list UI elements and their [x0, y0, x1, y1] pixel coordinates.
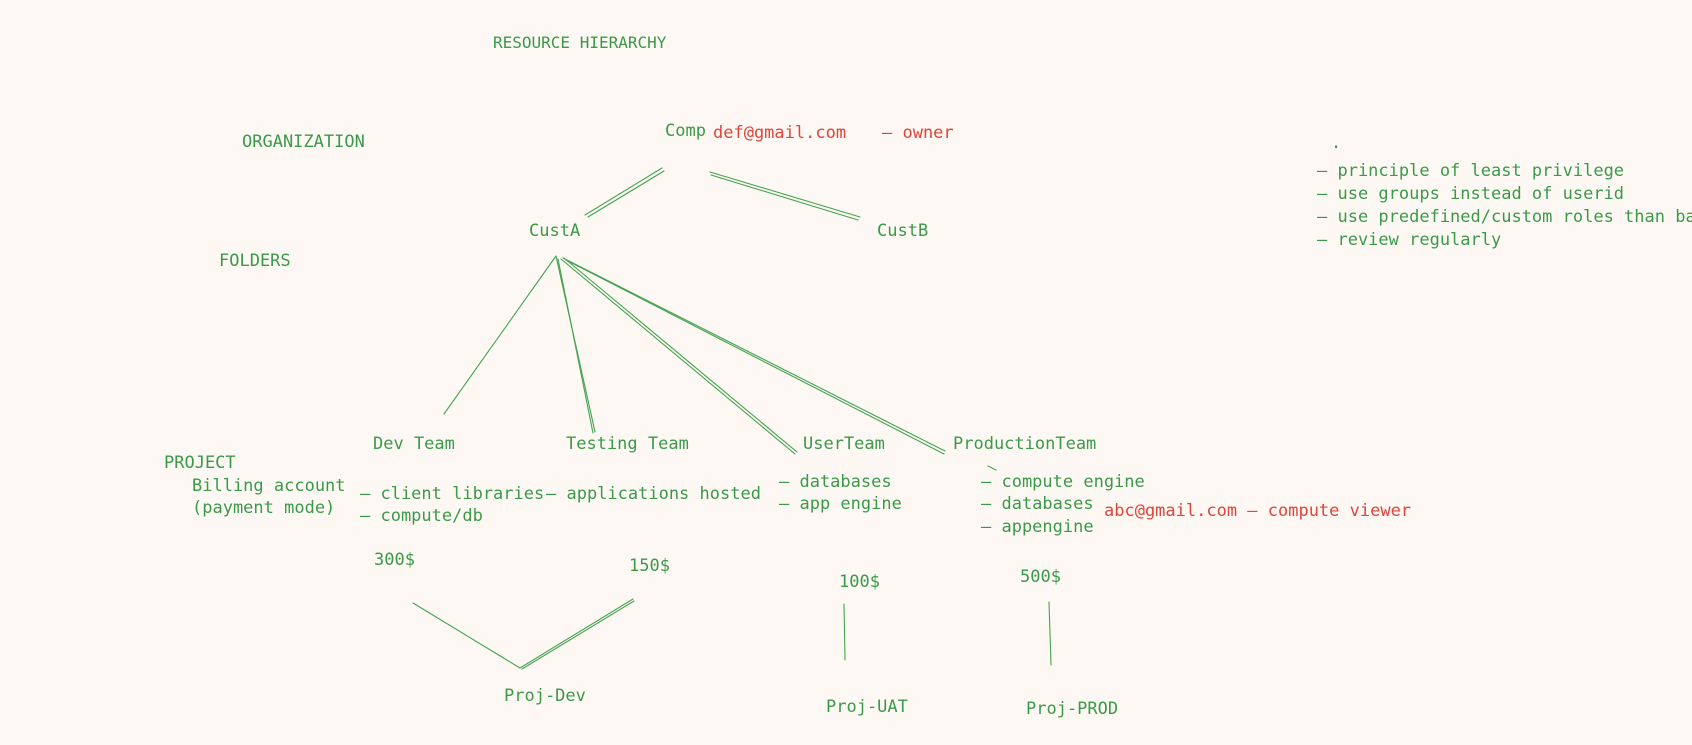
project-node-uat: Proj-UAT: [826, 697, 908, 717]
team-node-user: UserTeam: [803, 434, 885, 454]
connector-comp-custa: [584, 167, 663, 216]
production-note-2: – databases: [981, 494, 1094, 514]
dev-note-1: – client libraries: [360, 484, 545, 504]
user-note-2: – app engine: [779, 494, 902, 514]
team-node-production: ProductionTeam: [953, 434, 1097, 454]
level-label-project: PROJECT: [164, 453, 236, 473]
connector-comp-custb-2: [710, 174, 859, 221]
connector-custa-prod: [562, 257, 946, 452]
connector-testing-projdev: [519, 598, 634, 669]
user-note-1: – databases: [779, 472, 892, 492]
billing-mode-label: (payment mode): [192, 498, 336, 518]
cost-testing: 150$: [629, 556, 670, 576]
dev-note-2: – compute/db: [360, 506, 483, 526]
best-practice-item-4: – review regularly: [1317, 230, 1502, 250]
connector-custa-user: [560, 258, 796, 455]
diagram-title: RESOURCE HIERARCHY: [493, 33, 667, 52]
team-node-dev: Dev Team: [373, 434, 455, 454]
project-node-dev: Proj-Dev: [504, 686, 586, 706]
connector-dev-projdev: [412, 602, 521, 669]
connector-user-projuat: [843, 603, 846, 661]
best-practice-item-3: – use predefined/custom roles than basic: [1317, 207, 1692, 227]
best-practice-item-2: – use groups instead of userid: [1317, 184, 1625, 204]
connector-custa-testing-2: [557, 258, 594, 434]
cost-user: 100$: [839, 572, 880, 592]
connector-custa-dev: [443, 255, 557, 415]
level-label-organization: ORGANIZATION: [242, 132, 365, 152]
connector-comp-custa-2: [587, 170, 665, 218]
testing-note-1: – applications hosted: [546, 484, 761, 504]
connector-testing-projdev-2: [521, 600, 635, 670]
cost-production: 500$: [1020, 567, 1061, 587]
folder-node-custa: CustA: [529, 221, 581, 241]
connector-custa-prod-2: [565, 259, 945, 455]
best-practices-bullet: .: [1331, 133, 1342, 153]
production-note-1: – compute engine: [981, 472, 1145, 492]
team-node-testing: Testing Team: [566, 434, 689, 454]
connector-prod-projprod: [1048, 601, 1052, 666]
org-node-comp: Comp: [665, 121, 706, 141]
billing-account-label: Billing account: [192, 476, 346, 496]
production-note-3: – appengine: [981, 517, 1094, 537]
folder-node-custb: CustB: [877, 221, 929, 241]
best-practice-item-1: – principle of least privilege: [1317, 161, 1625, 181]
owner-email: def@gmail.com: [713, 123, 847, 143]
project-node-prod: Proj-PROD: [1026, 699, 1119, 719]
cost-dev: 300$: [374, 550, 415, 570]
connector-custa-user-2: [563, 257, 798, 453]
connector-comp-custb: [709, 171, 861, 218]
connector-prod-tick: [987, 465, 997, 471]
owner-role: – owner: [882, 123, 954, 143]
iam-binding-compute-viewer: abc@gmail.com – compute viewer: [1104, 501, 1412, 521]
level-label-folders: FOLDERS: [219, 251, 291, 271]
